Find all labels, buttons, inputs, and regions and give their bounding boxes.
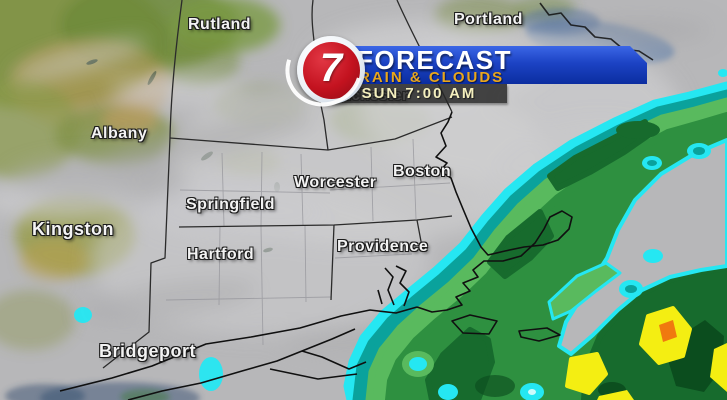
map-label-bridgeport: Bridgeport — [99, 341, 196, 361]
map-label-kingston: Kingston — [32, 219, 114, 239]
map-label-boston: Boston — [393, 163, 452, 180]
banner-title: FORECAST — [357, 45, 512, 75]
map-label-providence: Providence — [337, 238, 429, 255]
county-borders — [165, 138, 451, 346]
time-bar: SUN 7:00 AM — [331, 84, 507, 103]
map-label-rutland: Rutland — [188, 16, 252, 33]
channel7-logo-seven: 7 — [319, 46, 343, 90]
channel7-logo: 7 — [272, 18, 376, 120]
time-text: SUN 7:00 AM — [361, 85, 477, 102]
map-label-portland: Portland — [454, 11, 523, 28]
forecast-banner: FORECAST RAIN & CLOUDS — [338, 46, 647, 84]
map-label-albany: Albany — [91, 125, 148, 142]
coastline — [59, 2, 654, 400]
channel7-logo-circle: 7 — [302, 41, 360, 99]
map-label-hartford: Hartford — [187, 246, 255, 263]
radar-layer — [74, 69, 727, 400]
map-label-worcester: Worcester — [294, 174, 377, 191]
banner-subtitle: RAIN & CLOUDS — [359, 69, 505, 86]
map-label-springfield: Springfield — [186, 196, 276, 213]
